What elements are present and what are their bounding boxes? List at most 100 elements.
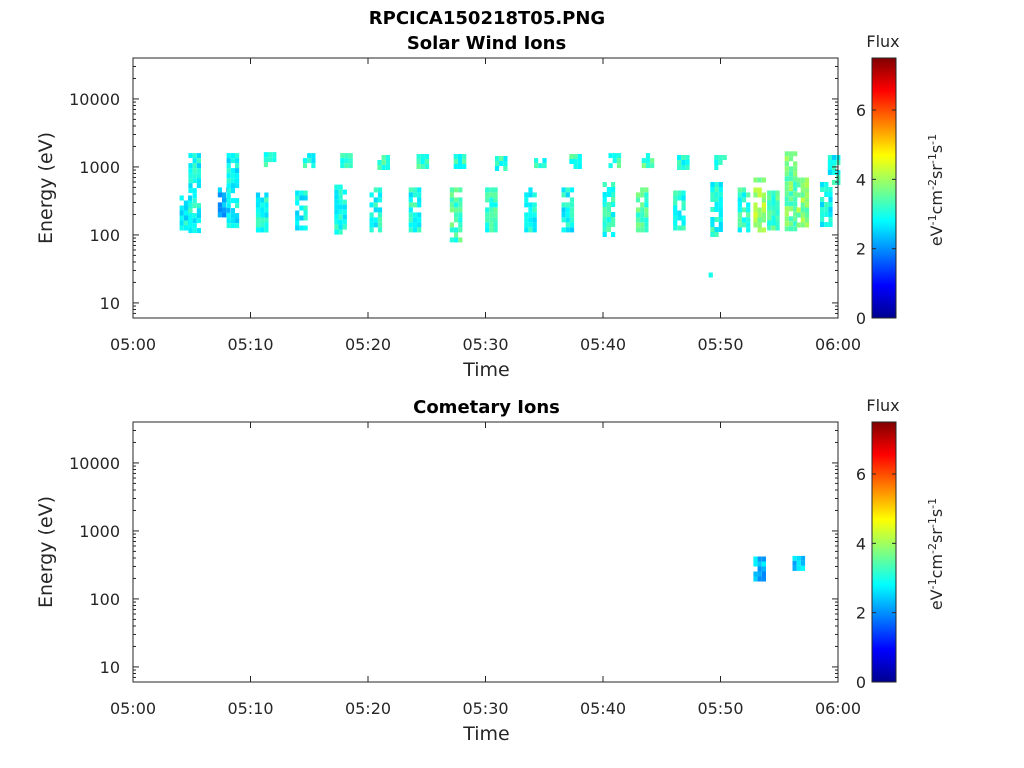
spectrogram-cell	[775, 195, 780, 201]
spectrogram-cell	[408, 212, 413, 218]
spectrogram-cell	[303, 205, 308, 211]
spectrogram-cell	[565, 202, 570, 208]
spectrogram-cell	[761, 192, 766, 198]
spectrogram-cell	[230, 168, 235, 174]
spectrogram-cell	[493, 207, 498, 213]
spectrogram-cell	[454, 197, 459, 203]
spectrogram-cell	[230, 183, 235, 189]
spectrogram-cell	[746, 207, 751, 213]
spectrogram-cell	[771, 195, 776, 201]
spectrogram-cell	[640, 187, 645, 193]
spectrogram-cell	[416, 164, 421, 169]
spectrogram-cell	[192, 223, 197, 229]
spectrogram-cell	[255, 212, 261, 218]
spectrogram-cell	[673, 215, 678, 221]
spectrogram-cell	[485, 227, 490, 233]
spectrogram-cell	[494, 161, 500, 166]
spectrogram-cell	[342, 204, 347, 210]
spectrogram-cell	[524, 227, 529, 233]
colorbar-tick-label: 0	[856, 309, 866, 328]
spectrogram-cell	[714, 187, 719, 192]
spectrogram-cell	[192, 228, 197, 234]
spectrogram-cell	[449, 197, 454, 203]
spectrogram-cell	[303, 225, 308, 231]
spectrogram-cell	[788, 221, 794, 227]
spectrogram-cell	[757, 566, 762, 572]
spectrogram-cell	[828, 207, 833, 212]
spectrogram-cell	[569, 212, 575, 218]
spectrogram-cell	[493, 202, 498, 208]
spectrogram-cell	[793, 186, 798, 192]
spectrogram-cell	[820, 182, 825, 187]
spectrogram-cell	[230, 173, 235, 179]
spectrogram-cell	[454, 217, 459, 223]
spectrogram-cell	[640, 192, 645, 198]
spectrogram-cell	[767, 210, 772, 216]
spectrogram-cell	[737, 207, 742, 213]
spectrogram-cell	[793, 166, 798, 172]
spectrogram-cell	[616, 153, 622, 159]
spectrogram-cell	[828, 197, 833, 202]
spectrogram-cell	[344, 158, 349, 164]
spectrogram-cell	[775, 190, 780, 196]
spectrogram-cell	[741, 192, 747, 198]
spectrogram-cell	[775, 205, 780, 211]
spectrogram-cell	[644, 202, 649, 208]
spectrogram-cell	[800, 222, 805, 228]
spectrogram-cell	[489, 212, 494, 218]
spectrogram-cell	[714, 232, 719, 237]
spectrogram-cell	[458, 207, 463, 213]
spectrogram-cell	[611, 182, 616, 187]
spectrogram-cell	[307, 158, 312, 164]
spectrogram-cell	[458, 212, 463, 218]
spectrogram-cell	[681, 190, 686, 196]
spectrogram-cell	[708, 272, 713, 278]
spectrogram-cell	[381, 165, 386, 170]
spectrogram-cell	[771, 190, 776, 196]
spectrogram-cell	[573, 154, 578, 159]
spectrogram-cell	[644, 212, 649, 218]
spectrogram-cell	[561, 217, 566, 223]
spectrogram-cell	[635, 227, 641, 233]
spectrogram-cell	[412, 202, 418, 208]
spectrogram-cell	[784, 221, 789, 227]
spectrogram-cell	[673, 220, 678, 226]
spectrogram-cell	[222, 202, 227, 208]
spectrogram-cell	[788, 226, 794, 232]
spectrogram-cell	[255, 222, 261, 228]
figure-title: RPCICA150218T05.PNG	[369, 8, 605, 29]
spectrogram-cell	[458, 217, 463, 223]
spectrogram-cell	[235, 173, 240, 179]
spectrogram-cell	[454, 187, 459, 193]
spectrogram-cell	[230, 188, 235, 194]
spectrogram-cell	[377, 160, 382, 165]
spectrogram-cell	[820, 217, 825, 222]
spectrogram-cell	[485, 187, 490, 193]
spectrogram-cell	[788, 166, 794, 172]
spectrogram-cell	[788, 176, 794, 182]
spectrogram-cell	[820, 197, 825, 202]
spectrogram-cell	[226, 223, 231, 229]
spectrogram-cell	[650, 163, 655, 169]
spectrogram-cell	[611, 197, 616, 202]
spectrogram-cell	[192, 168, 197, 174]
spectrogram-cell	[718, 155, 723, 160]
spectrogram-cell	[196, 163, 201, 169]
spectrogram-cell	[538, 163, 543, 169]
spectrogram-cell	[196, 173, 201, 179]
spectrogram-cell	[417, 197, 422, 203]
spectrogram-cell	[561, 192, 566, 198]
spectrogram-cell	[832, 180, 837, 185]
spectrogram-cell	[640, 217, 645, 223]
spectrogram-cell	[737, 217, 742, 223]
panel-2: Cometary Ions 10 100 1000 10000 05:00 05:10 05:…	[35, 396, 946, 745]
spectrogram-cell	[255, 207, 261, 213]
spectrogram-cell	[226, 153, 231, 159]
spectrogram-cell	[255, 217, 261, 223]
spectrogram-cell	[800, 217, 805, 223]
spectrogram-cell	[340, 163, 345, 169]
spectrogram-cell	[449, 227, 454, 233]
spectrogram-cell	[264, 207, 269, 213]
spectrogram-cell	[230, 208, 235, 214]
spectrogram-cell	[493, 222, 498, 228]
